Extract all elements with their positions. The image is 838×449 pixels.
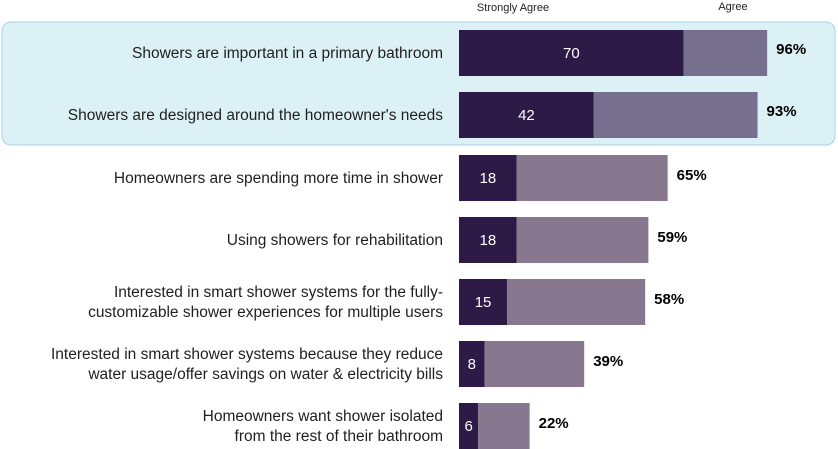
bar-agree [516,217,649,263]
bar-strongly-agree [459,30,684,76]
bar-agree [478,403,530,449]
bar-strongly-agree [459,217,517,263]
category-label: Interested in smart shower systems becau… [51,346,443,383]
bar-strongly-agree [459,341,485,387]
bar-value-label: 8 [468,356,476,373]
bar-value-label: 18 [480,232,497,249]
total-percent-label: 93% [767,103,797,120]
bar-strongly-agree [459,403,479,449]
total-percent-label: 59% [657,229,687,246]
bar-row: Homeowners want shower isolated from the … [203,403,569,449]
total-percent-label: 65% [677,167,707,184]
category-label-line: water usage/offer savings on water & ele… [87,366,443,383]
bar-row: Using showers for rehabilitation 18 59% [227,217,687,263]
bar-value-label: 42 [518,107,535,124]
bar-rows: Showers are important in a primary bathr… [51,30,806,449]
category-label-line: Homeowners want shower isolated [203,408,443,425]
bar-strongly-agree [459,279,508,325]
bar-row: Showers are designed around the homeowne… [68,92,797,138]
category-label: Homeowners want shower isolated from the … [203,408,443,445]
bar-value-label: 70 [563,45,580,62]
legend-label-strongly-agree: Strongly Agree [477,2,549,14]
category-label: Showers are designed around the homeowne… [68,107,443,124]
bar-value-label: 15 [475,294,492,311]
category-label-line: from the rest of their bathroom [235,428,443,445]
bar-value-label: 6 [464,418,472,435]
bar-row: Showers are important in a primary bathr… [132,30,806,76]
bar-agree [484,341,585,387]
bar-agree [507,279,646,325]
bar-strongly-agree [459,155,517,201]
category-label-line: Interested in smart shower systems becau… [51,346,443,363]
bar-agree [593,92,758,138]
bar-agree [683,30,768,76]
total-percent-label: 96% [776,41,806,58]
category-label: Homeowners are spending more time in sho… [114,170,443,187]
category-label: Showers are important in a primary bathr… [132,45,443,62]
legend-label-agree: Agree [718,1,747,13]
bar-value-label: 18 [480,170,497,187]
category-label-line: customizable shower experiences for mult… [88,304,443,321]
bar-strongly-agree [459,92,594,138]
category-label: Using showers for rehabilitation [227,232,443,249]
category-label-line: Interested in smart shower systems for t… [114,284,443,301]
bar-row: Interested in smart shower systems for t… [88,279,684,325]
total-percent-label: 39% [593,353,623,370]
bar-agree [516,155,668,201]
total-percent-label: 22% [539,415,569,432]
total-percent-label: 58% [654,291,684,308]
bar-row: Homeowners are spending more time in sho… [114,155,707,201]
category-label: Interested in smart shower systems for t… [88,284,443,321]
bar-row: Interested in smart shower systems becau… [51,341,623,387]
